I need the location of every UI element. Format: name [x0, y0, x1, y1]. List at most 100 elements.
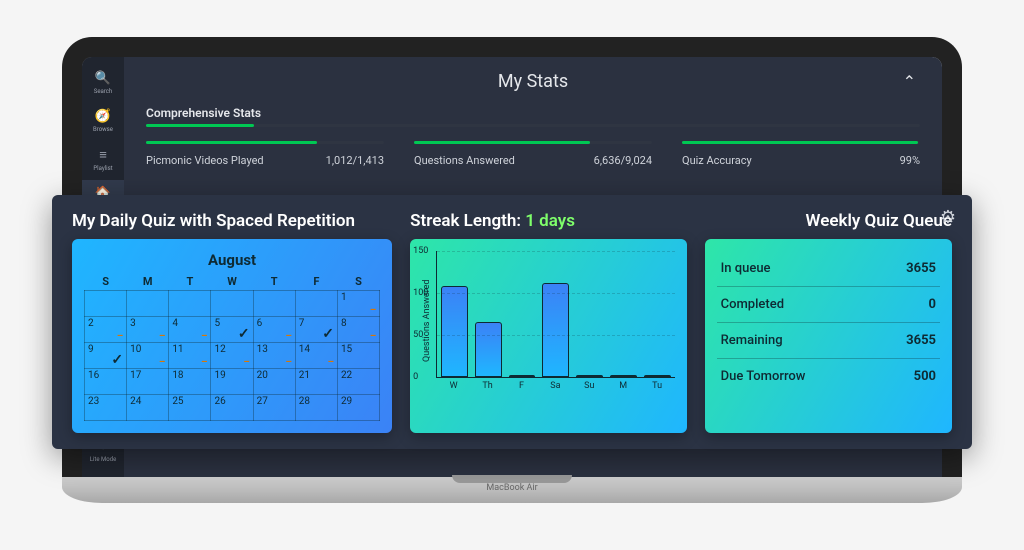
calendar-cell[interactable]: 13–: [253, 343, 295, 369]
calendar-cell[interactable]: 3–: [127, 317, 169, 343]
sidebar-item-search[interactable]: 🔍Search: [82, 65, 124, 101]
calendar-dow: T: [253, 273, 295, 291]
queue-label: Completed: [721, 297, 784, 312]
stats-title: My Stats: [498, 71, 568, 92]
chart-y-axis-label: Questions Answered: [422, 251, 432, 391]
calendar-cell[interactable]: 4–: [169, 317, 211, 343]
calendar-dow: M: [127, 273, 169, 291]
queue-label: Due Tomorrow: [721, 369, 806, 384]
sidebar-item-browse[interactable]: 🧭Browse: [82, 103, 124, 139]
section-underline: [146, 124, 920, 127]
calendar-cell[interactable]: 7✓: [295, 317, 337, 343]
calendar-cell[interactable]: 28: [295, 395, 337, 421]
chart-ytick: 0: [413, 372, 418, 382]
calendar-cell[interactable]: 24: [127, 395, 169, 421]
browse-icon: 🧭: [95, 109, 111, 124]
calendar-cell[interactable]: [85, 291, 127, 317]
calendar-cell[interactable]: 27: [253, 395, 295, 421]
chart-xtick: Tu: [644, 381, 671, 391]
calendar-cell[interactable]: 22: [337, 369, 379, 395]
gear-icon[interactable]: ⚙: [940, 207, 956, 228]
collapse-stats-icon[interactable]: ⌃: [903, 72, 916, 91]
calendar-dow: S: [85, 273, 127, 291]
stat-col: Questions Answered 6,636/9,024: [414, 141, 652, 167]
calendar-cell[interactable]: 2–: [85, 317, 127, 343]
calendar-cell[interactable]: 19: [211, 369, 253, 395]
calendar-cell[interactable]: 8–: [337, 317, 379, 343]
chart-ytick: 150: [413, 246, 428, 256]
stat-col: Picmonic Videos Played 1,012/1,413: [146, 141, 384, 167]
calendar-dow: S: [337, 273, 379, 291]
stat-value: 1,012/1,413: [326, 154, 384, 167]
calendar-dow: W: [211, 273, 253, 291]
stat-label: Quiz Accuracy: [682, 154, 752, 167]
streak-days-value: 1 days: [525, 211, 575, 231]
stat-col: Quiz Accuracy 99%: [682, 141, 920, 167]
chart-bar: [475, 322, 502, 377]
calendar-cell[interactable]: [169, 291, 211, 317]
comprehensive-stats-label: Comprehensive Stats: [146, 106, 920, 120]
stat-label: Questions Answered: [414, 154, 515, 167]
queue-title: Weekly Quiz Queue: [705, 211, 952, 231]
calendar-cell[interactable]: [295, 291, 337, 317]
queue-value: 500: [914, 369, 936, 384]
calendar-dow: T: [169, 273, 211, 291]
daily-quiz-title: My Daily Quiz with Spaced Repetition: [72, 211, 392, 231]
queue-row: Completed 0: [717, 287, 940, 323]
chart-bar: [441, 286, 468, 377]
stat-label: Picmonic Videos Played: [146, 154, 264, 167]
calendar-cell[interactable]: 20: [253, 369, 295, 395]
chart-ytick: 100: [413, 288, 428, 298]
laptop-model-label: MacBook Air: [62, 483, 962, 493]
queue-value: 3655: [906, 261, 936, 276]
stat-value: 6,636/9,024: [594, 154, 652, 167]
chart-xtick: M: [610, 381, 637, 391]
queue-row: In queue 3655: [717, 251, 940, 287]
streak-title-prefix: Streak Length:: [410, 211, 525, 231]
queue-row: Due Tomorrow 500: [717, 359, 940, 394]
calendar-cell[interactable]: 15: [337, 343, 379, 369]
calendar-cell[interactable]: 25: [169, 395, 211, 421]
calendar-cell[interactable]: [211, 291, 253, 317]
calendar-cell[interactable]: 5✓: [211, 317, 253, 343]
calendar-cell[interactable]: 1–: [337, 291, 379, 317]
chart-xtick: Su: [576, 381, 603, 391]
calendar-cell[interactable]: 23: [85, 395, 127, 421]
calendar-cell[interactable]: 18: [169, 369, 211, 395]
calendar-cell[interactable]: 11–: [169, 343, 211, 369]
queue-value: 0: [929, 297, 936, 312]
stat-value: 99%: [900, 154, 920, 167]
calendar-cell[interactable]: 16: [85, 369, 127, 395]
calendar-cell[interactable]: [253, 291, 295, 317]
chart-xtick: Sa: [542, 381, 569, 391]
calendar-card: August SMTWTFS1–2–3–4–5✓6–7✓8–9✓10–11–12…: [72, 239, 392, 433]
calendar-cell[interactable]: 10–: [127, 343, 169, 369]
queue-card: In queue 3655 Completed 0 Remaining 3655 Due T…: [705, 239, 952, 433]
queue-label: Remaining: [721, 333, 783, 348]
sidebar-item-playlist[interactable]: ≡Playlist: [82, 141, 124, 178]
queue-value: 3655: [906, 333, 936, 348]
search-icon: 🔍: [95, 71, 111, 86]
playlist-icon: ≡: [99, 147, 107, 163]
calendar-cell[interactable]: 14–: [295, 343, 337, 369]
stats-popout-panel: ⚙ My Daily Quiz with Spaced Repetition A…: [52, 195, 972, 449]
calendar-cell[interactable]: 26: [211, 395, 253, 421]
chart-xtick: W: [440, 381, 467, 391]
calendar-cell[interactable]: 29: [337, 395, 379, 421]
chart-xtick: Th: [474, 381, 501, 391]
queue-row: Remaining 3655: [717, 323, 940, 359]
chart-bar: [542, 283, 569, 377]
streak-title: Streak Length: 1 days: [410, 211, 686, 231]
streak-chart-card: Questions Answered 0 50 100 150 W Th F Sa Su M Tu: [410, 239, 686, 433]
calendar-month: August: [84, 251, 380, 269]
calendar-cell[interactable]: [127, 291, 169, 317]
chart-xtick: F: [508, 381, 535, 391]
chart-ytick: 50: [413, 330, 423, 340]
calendar-cell[interactable]: 6–: [253, 317, 295, 343]
calendar-dow: F: [295, 273, 337, 291]
calendar-cell[interactable]: 12–: [211, 343, 253, 369]
queue-label: In queue: [721, 261, 771, 276]
calendar-cell[interactable]: 21: [295, 369, 337, 395]
calendar-cell[interactable]: 9✓: [85, 343, 127, 369]
calendar-cell[interactable]: 17: [127, 369, 169, 395]
